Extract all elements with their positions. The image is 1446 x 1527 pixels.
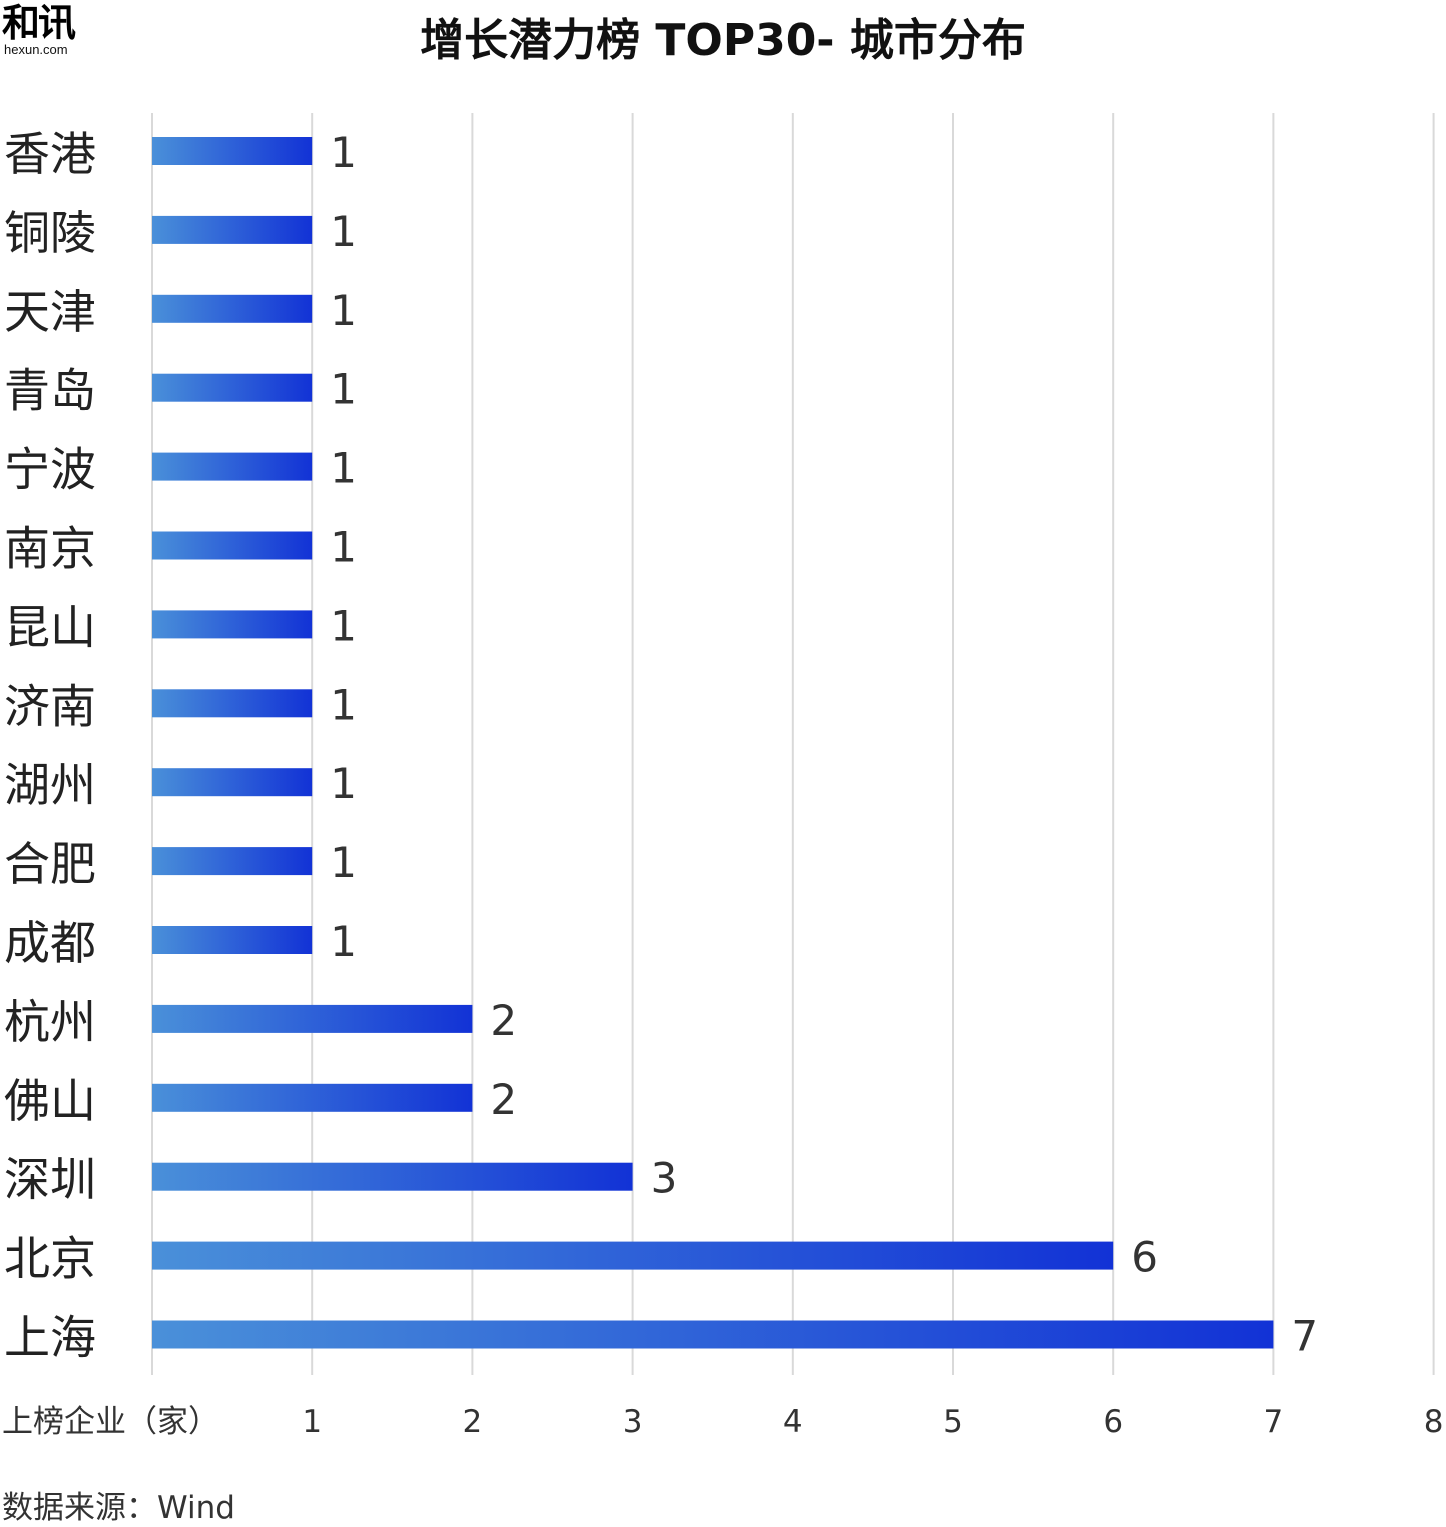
category-label: 北京 xyxy=(4,1232,96,1286)
x-tick-label: 3 xyxy=(623,1404,643,1440)
category-label: 南京 xyxy=(4,522,96,576)
x-tick-label: 2 xyxy=(463,1404,483,1440)
value-label: 1 xyxy=(330,838,357,887)
category-label: 杭州 xyxy=(4,995,96,1049)
bar xyxy=(152,137,313,165)
bar xyxy=(152,847,313,876)
value-label: 1 xyxy=(330,444,357,493)
bar xyxy=(152,1083,473,1112)
value-label: 3 xyxy=(651,1154,678,1203)
value-label: 1 xyxy=(330,601,357,650)
category-label: 佛山 xyxy=(4,1074,96,1128)
bar xyxy=(152,294,313,323)
logo-subtitle: hexun.com xyxy=(4,42,68,57)
x-tick-label: 5 xyxy=(943,1404,963,1440)
value-label: 6 xyxy=(1131,1233,1158,1282)
category-label: 成都 xyxy=(4,916,96,970)
x-tick-label: 1 xyxy=(302,1404,322,1440)
x-tick-label: 8 xyxy=(1424,1404,1444,1440)
value-label: 1 xyxy=(330,365,357,414)
value-label: 1 xyxy=(330,917,357,966)
hexun-logo: 和讯 hexun.com xyxy=(0,0,110,66)
x-axis-title: 上榜企业（家） xyxy=(2,1404,219,1440)
bar xyxy=(152,610,313,639)
bar xyxy=(152,452,313,481)
category-label: 昆山 xyxy=(4,600,96,654)
grid-lines xyxy=(151,113,1435,1375)
value-label: 1 xyxy=(330,128,357,177)
category-label: 天津 xyxy=(4,285,96,339)
bar xyxy=(152,1004,473,1033)
value-label: 1 xyxy=(330,523,357,572)
bar xyxy=(152,531,313,560)
value-label: 2 xyxy=(490,1075,517,1124)
value-label: 1 xyxy=(330,680,357,729)
category-label: 济南 xyxy=(4,679,96,733)
chart-title: 增长潜力榜 TOP30- 城市分布 xyxy=(420,15,1026,66)
category-label: 青岛 xyxy=(4,364,96,418)
logo-mark: 和讯 xyxy=(2,1,76,45)
bar xyxy=(152,1320,1274,1349)
value-label: 2 xyxy=(490,996,517,1045)
x-tick-label: 6 xyxy=(1103,1404,1123,1440)
bar xyxy=(152,1241,1114,1270)
category-label: 铜陵 xyxy=(4,206,96,260)
x-tick-label: 4 xyxy=(783,1404,803,1440)
value-label: 1 xyxy=(330,759,357,808)
bar xyxy=(152,373,313,402)
data-source: 数据来源：Wind xyxy=(2,1490,235,1526)
value-label: 1 xyxy=(330,207,357,256)
category-label: 深圳 xyxy=(4,1153,96,1207)
category-label: 宁波 xyxy=(4,443,96,497)
bar xyxy=(152,215,313,244)
bar xyxy=(152,768,313,797)
category-label: 上海 xyxy=(4,1311,96,1365)
x-tick-label: 7 xyxy=(1264,1404,1284,1440)
value-label: 7 xyxy=(1291,1312,1318,1361)
bar xyxy=(152,689,313,718)
category-label: 合肥 xyxy=(4,837,96,891)
bars xyxy=(152,137,1274,1349)
value-label: 1 xyxy=(330,286,357,335)
category-label: 湖州 xyxy=(4,758,96,812)
category-label: 香港 xyxy=(4,127,96,181)
labels: 1 2 3 4 5 6 7 8 香港 1 铜陵 1 天津 1 青岛 1 宁波 1 南京 1 昆山 1 济南 1 湖州 1 合肥 1 成都… xyxy=(4,127,1443,1440)
bar xyxy=(152,1162,633,1191)
bar xyxy=(152,926,313,954)
